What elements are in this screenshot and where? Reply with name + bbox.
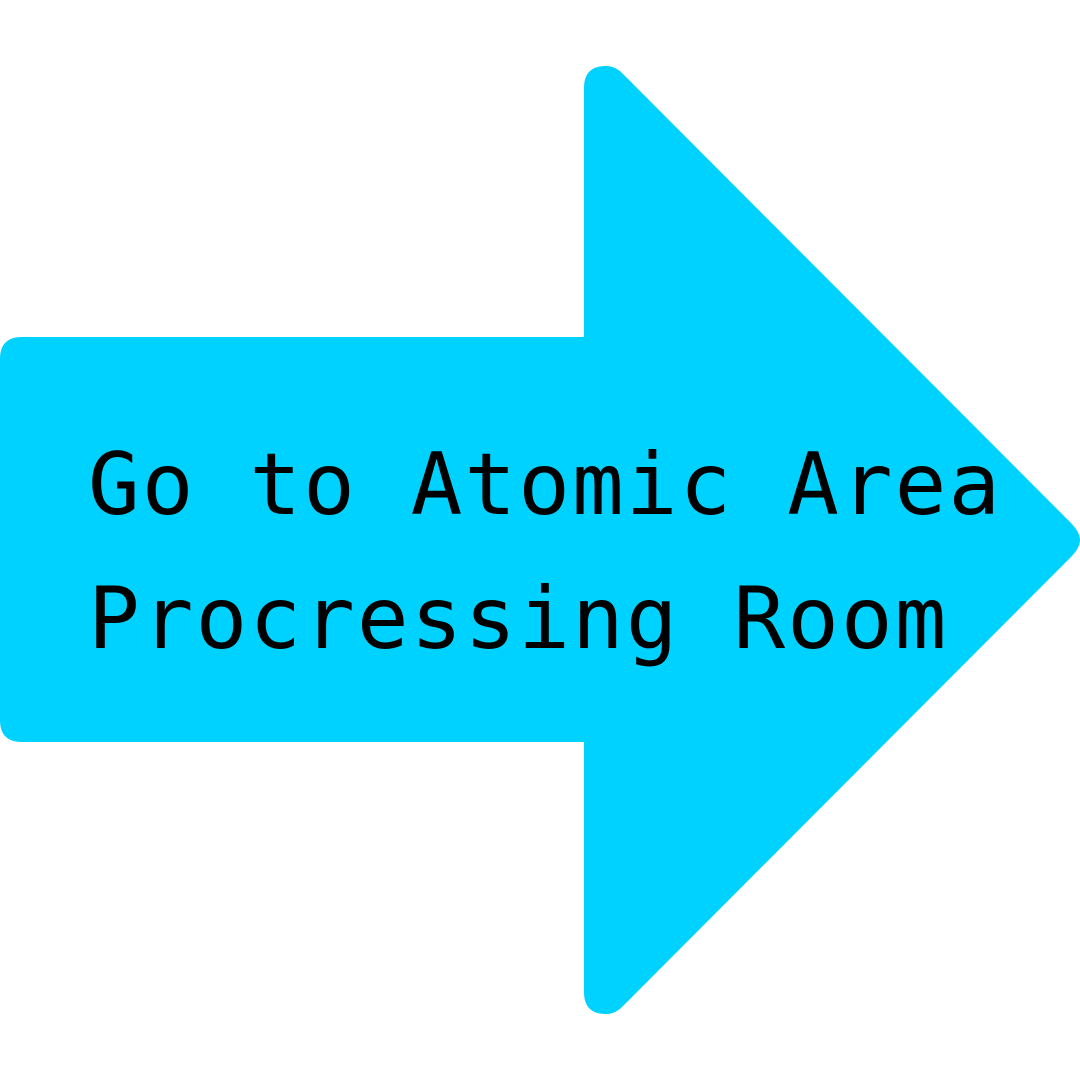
sign-text: Go to Atomic Area Procressing Room [88,418,1003,686]
sign-line-2: Procressing Room [88,569,949,669]
sign-line-1: Go to Atomic Area [88,435,1003,535]
arrow-shape [0,66,1080,1014]
